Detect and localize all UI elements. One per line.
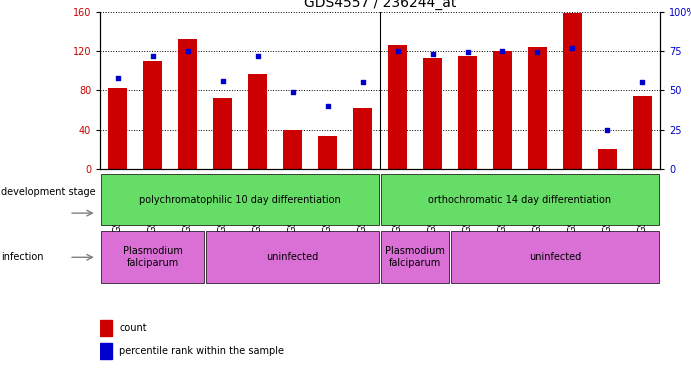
- Text: development stage: development stage: [1, 187, 96, 197]
- Point: [182, 48, 193, 54]
- Bar: [381, 174, 659, 225]
- Point: [287, 89, 298, 95]
- Bar: [528, 47, 547, 169]
- Point: [497, 48, 508, 54]
- Text: infection: infection: [1, 252, 44, 262]
- Point: [602, 126, 613, 132]
- Bar: [633, 96, 652, 169]
- Point: [637, 79, 648, 86]
- Text: orthochromatic 14 day differentiation: orthochromatic 14 day differentiation: [428, 195, 612, 205]
- Text: Plasmodium
falciparum: Plasmodium falciparum: [123, 247, 182, 268]
- Bar: [563, 13, 582, 169]
- Point: [532, 50, 543, 56]
- Bar: [388, 45, 407, 169]
- Point: [357, 79, 368, 86]
- Bar: [100, 319, 112, 336]
- Bar: [178, 39, 197, 169]
- Bar: [283, 129, 302, 169]
- Point: [322, 103, 333, 109]
- Bar: [100, 343, 112, 359]
- Bar: [458, 56, 477, 169]
- Text: uninfected: uninfected: [529, 252, 581, 262]
- Point: [147, 53, 158, 59]
- Point: [462, 50, 473, 56]
- Bar: [101, 232, 205, 283]
- Point: [112, 74, 123, 81]
- Text: polychromatophilic 10 day differentiation: polychromatophilic 10 day differentiatio…: [140, 195, 341, 205]
- Bar: [101, 174, 379, 225]
- Bar: [598, 149, 617, 169]
- Bar: [353, 108, 372, 169]
- Bar: [423, 58, 442, 169]
- Bar: [206, 232, 379, 283]
- Bar: [451, 232, 659, 283]
- Bar: [318, 136, 337, 169]
- Bar: [248, 74, 267, 169]
- Point: [567, 45, 578, 51]
- Bar: [381, 232, 449, 283]
- Point: [217, 78, 228, 84]
- Bar: [108, 88, 127, 169]
- Point: [392, 48, 403, 54]
- Bar: [493, 51, 512, 169]
- Text: Plasmodium
falciparum: Plasmodium falciparum: [385, 247, 445, 268]
- Bar: [143, 61, 162, 169]
- Text: percentile rank within the sample: percentile rank within the sample: [119, 346, 284, 356]
- Point: [252, 53, 263, 59]
- Bar: [213, 98, 232, 169]
- Text: uninfected: uninfected: [267, 252, 319, 262]
- Point: [427, 51, 438, 57]
- Title: GDS4557 / 236244_at: GDS4557 / 236244_at: [304, 0, 456, 10]
- Text: count: count: [119, 323, 146, 333]
